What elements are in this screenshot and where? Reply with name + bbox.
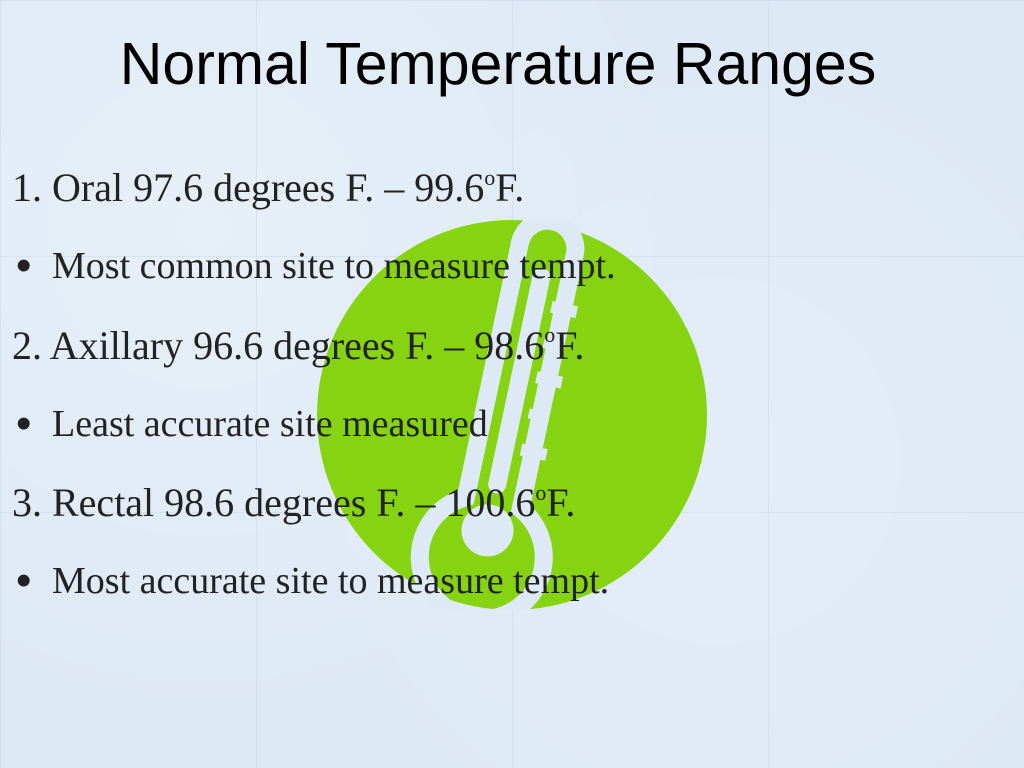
item-3-note: Most accurate site to measure tempt. [12, 559, 984, 605]
item-1-note: Most common site to measure tempt. [12, 244, 984, 290]
degree-mark: o [484, 165, 495, 190]
item-3-rectal: 3. Rectal 98.6 degrees F. – 100.6oF. [12, 479, 984, 527]
item-2-note: Least accurate site measured [12, 402, 984, 448]
item-3-text-a: 3. Rectal 98.6 degrees F. – 100.6 [12, 480, 535, 525]
degree-mark: o [544, 322, 555, 347]
item-3-text-b: F. [546, 480, 575, 525]
item-1-text-b: F. [495, 165, 524, 210]
slide-content: 1. Oral 97.6 degrees F. – 99.6oF. Most c… [12, 164, 984, 605]
item-2-text-b: F. [555, 323, 584, 368]
item-1-text-a: 1. Oral 97.6 degrees F. – 99.6 [12, 165, 484, 210]
degree-mark: o [535, 480, 546, 505]
slide-title: Normal Temperature Ranges [12, 30, 984, 98]
item-2-text-a: 2. Axillary 96.6 degrees F. – 98.6 [12, 323, 544, 368]
item-2-axillary: 2. Axillary 96.6 degrees F. – 98.6oF. [12, 322, 984, 370]
item-1-oral: 1. Oral 97.6 degrees F. – 99.6oF. [12, 164, 984, 212]
slide: Normal Temperature Ranges 1. Oral 97.6 d… [0, 0, 1024, 768]
